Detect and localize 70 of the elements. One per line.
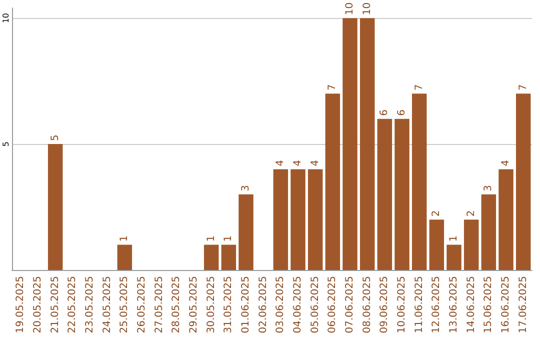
bar bbox=[204, 244, 219, 270]
data-label: 2 bbox=[466, 210, 477, 217]
x-tick-label: 23.05.2025 bbox=[84, 276, 96, 334]
x-tick-label: 19.05.2025 bbox=[15, 276, 26, 334]
x-tick-label: 08.06.2025 bbox=[362, 276, 373, 334]
data-label: 4 bbox=[500, 160, 512, 166]
x-tick-label: 30.05.2025 bbox=[206, 276, 217, 334]
x-tick-label: 17.06.2025 bbox=[518, 276, 529, 334]
data-label: 4 bbox=[292, 160, 304, 166]
bar bbox=[290, 169, 306, 270]
data-label: 5 bbox=[50, 134, 61, 142]
data-label: 6 bbox=[396, 109, 408, 116]
data-label: 7 bbox=[327, 84, 338, 91]
x-tick-label: 12.06.2025 bbox=[431, 276, 442, 334]
x-tick-label: 26.05.2025 bbox=[136, 276, 148, 334]
x-tick-label: 03.06.2025 bbox=[275, 276, 286, 334]
bar bbox=[48, 144, 63, 270]
bar bbox=[481, 194, 496, 270]
bar bbox=[308, 169, 323, 270]
x-tick-label: 27.05.2025 bbox=[154, 276, 165, 334]
bar bbox=[342, 18, 358, 270]
x-tick-label: 14.06.2025 bbox=[466, 276, 477, 334]
x-tick-label: 22.05.2025 bbox=[67, 276, 78, 334]
data-label: 3 bbox=[483, 185, 494, 192]
x-tick-label: 20.05.2025 bbox=[32, 276, 44, 334]
data-label: 7 bbox=[518, 84, 529, 91]
x-tick-label: 01.06.2025 bbox=[240, 276, 252, 334]
data-label: 6 bbox=[379, 109, 390, 116]
x-tick-label: 11.06.2025 bbox=[414, 276, 425, 334]
x-tick-label: 31.05.2025 bbox=[223, 276, 234, 334]
x-tick-label: 21.05.2025 bbox=[50, 276, 61, 334]
data-label: 1 bbox=[448, 235, 460, 242]
x-tick-label: 25.05.2025 bbox=[119, 276, 130, 334]
bar bbox=[273, 169, 288, 270]
data-label: 10 bbox=[362, 2, 373, 16]
data-label: 4 bbox=[275, 160, 286, 166]
x-tick-label: 13.06.2025 bbox=[448, 276, 460, 334]
bar bbox=[238, 194, 254, 270]
bar bbox=[412, 94, 427, 270]
data-label: 1 bbox=[119, 235, 130, 242]
x-tick-label: 02.06.2025 bbox=[258, 276, 269, 334]
bar bbox=[429, 220, 444, 270]
x-tick-label: 07.06.2025 bbox=[344, 276, 356, 334]
bar bbox=[325, 94, 340, 270]
data-label: 2 bbox=[431, 210, 442, 217]
x-tick-label: 29.05.2025 bbox=[188, 276, 200, 334]
bar bbox=[464, 220, 479, 270]
x-tick-label: 09.06.2025 bbox=[379, 276, 390, 334]
bar bbox=[221, 244, 236, 270]
data-label: 7 bbox=[414, 84, 425, 91]
data-label: 4 bbox=[310, 160, 321, 166]
data-label: 3 bbox=[240, 185, 252, 192]
x-tick-label: 24.05.2025 bbox=[102, 276, 113, 334]
x-tick-label: 06.06.2025 bbox=[327, 276, 338, 334]
bar bbox=[498, 169, 514, 270]
x-tick-label: 10.06.2025 bbox=[396, 276, 408, 334]
x-tick-label: 15.06.2025 bbox=[483, 276, 494, 334]
x-tick-label: 05.06.2025 bbox=[310, 276, 321, 334]
bar bbox=[360, 18, 375, 270]
bar bbox=[394, 118, 410, 270]
x-tick-label: 28.05.2025 bbox=[171, 276, 182, 334]
data-label: 1 bbox=[223, 235, 234, 242]
data-label: 10 bbox=[344, 2, 356, 16]
bar bbox=[516, 94, 531, 270]
data-label: 1 bbox=[206, 235, 217, 242]
bar bbox=[377, 118, 392, 270]
x-tick-label: 16.06.2025 bbox=[500, 276, 512, 334]
bar bbox=[446, 244, 462, 270]
x-tick-label: 04.06.2025 bbox=[292, 276, 304, 334]
bar bbox=[117, 244, 132, 270]
